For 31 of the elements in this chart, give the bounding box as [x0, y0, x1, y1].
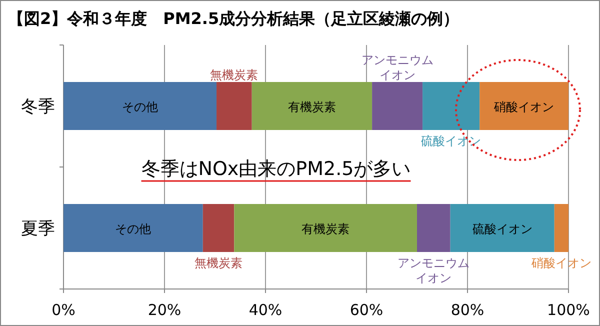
- text: 有機炭素: [302, 222, 350, 236]
- series-label: その他: [122, 100, 158, 114]
- y-tick-label: 夏季: [21, 219, 55, 239]
- bar: [64, 204, 203, 252]
- x-tick-label: 100%: [547, 301, 590, 319]
- bar: [202, 204, 234, 252]
- series-label: 有機炭素: [288, 100, 336, 114]
- text: 硝酸イオン: [494, 100, 554, 114]
- bar: [480, 82, 568, 130]
- x-tick-label: 60%: [350, 301, 384, 319]
- bar: [422, 82, 480, 130]
- series-label: 硝酸イオン: [530, 256, 592, 270]
- x-tick-label: 20%: [148, 301, 182, 319]
- chart-title: 【図2】令和３年度 PM2.5成分分析結果（足立区綾瀬の例）: [8, 9, 460, 28]
- x-tick-label: 0%: [52, 301, 76, 319]
- bar: [234, 204, 417, 252]
- bar: [372, 82, 423, 130]
- text: 無機炭素: [194, 256, 243, 270]
- bar: [554, 204, 568, 252]
- bar: [252, 82, 372, 130]
- text: 硫酸イオン: [472, 222, 532, 236]
- series-label: 無機炭素: [210, 68, 258, 82]
- bar: [64, 82, 217, 130]
- bar: [450, 204, 554, 252]
- text: その他: [115, 222, 152, 236]
- x-tick-label: 80%: [450, 301, 484, 319]
- y-tick-label: 冬季: [21, 97, 55, 117]
- x-tick-label: 40%: [248, 301, 282, 319]
- annotation: 冬季はNOx由来のPM2.5が多い: [141, 158, 411, 180]
- bar: [216, 82, 252, 130]
- bar: [417, 204, 450, 252]
